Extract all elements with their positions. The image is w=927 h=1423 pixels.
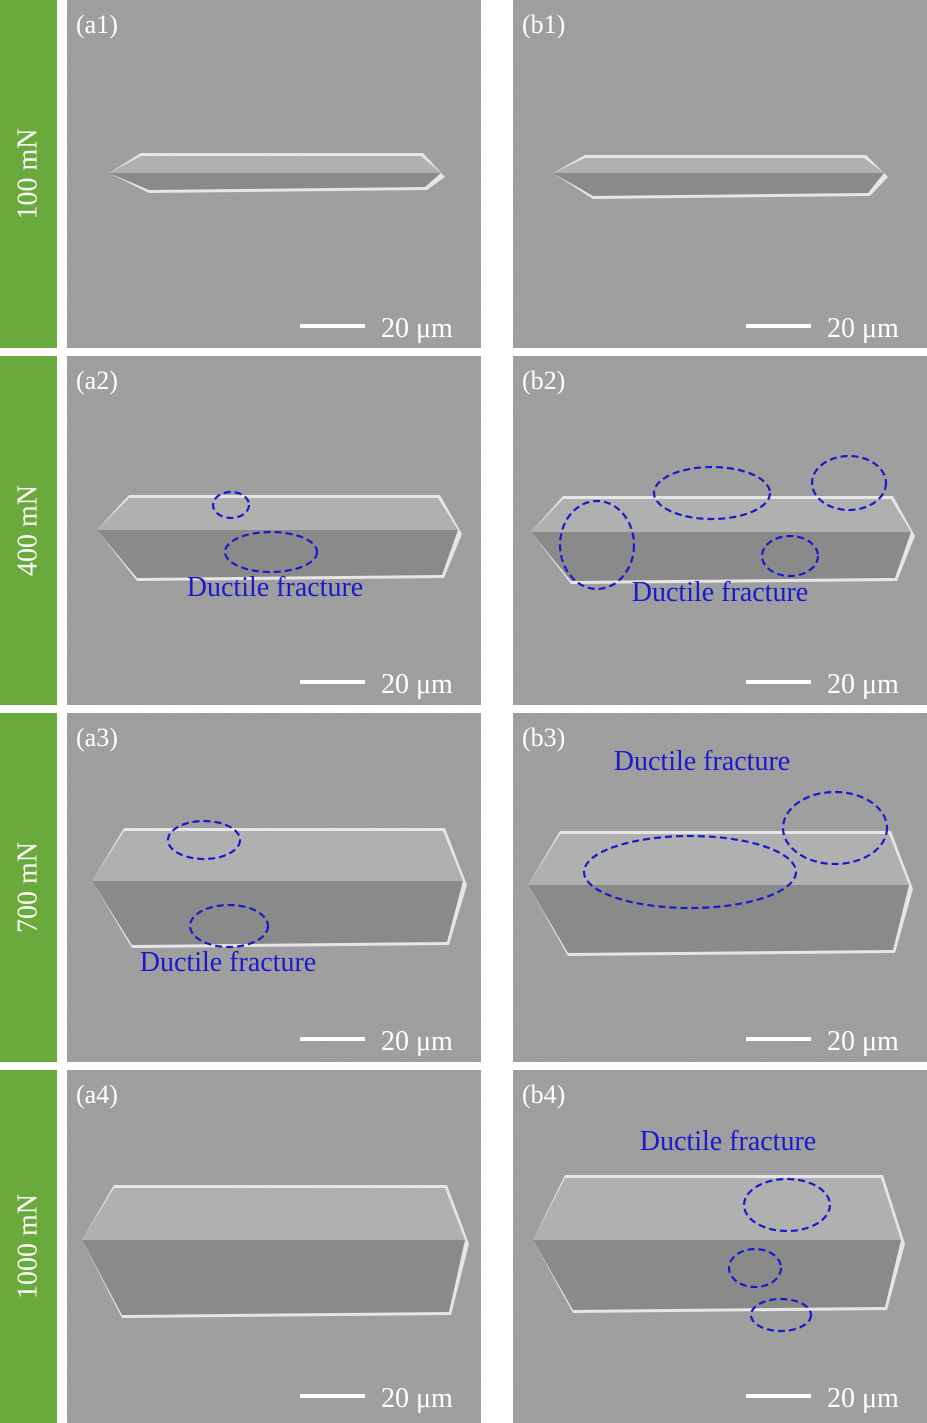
load-label-bg <box>0 0 57 348</box>
dashed-ellipse <box>223 530 319 574</box>
load-label: 1000 mN <box>12 1194 43 1299</box>
scale-label: 20 μm <box>827 1026 899 1057</box>
load-label-bg <box>0 713 57 1062</box>
annotation: Ductile fracture <box>640 1126 816 1157</box>
panel-label: (a4) <box>76 1080 118 1109</box>
scratch-top <box>553 158 884 173</box>
panel-label: (b1) <box>522 10 565 39</box>
annotation: Ductile fracture <box>140 947 316 978</box>
scale-label: 20 μm <box>827 313 899 344</box>
panel-label: (a2) <box>76 366 118 395</box>
sem-panel: (b1) 20 μm <box>513 0 927 348</box>
panel-label: (b2) <box>522 366 565 395</box>
annotation: Ductile fracture <box>187 572 363 603</box>
sem-panel: (a4) 20 μm <box>67 1070 481 1423</box>
scale-label: 20 μm <box>381 1026 453 1057</box>
scratch-top <box>92 831 463 881</box>
panel-label: (b4) <box>522 1080 565 1109</box>
panel-label: (a1) <box>76 10 118 39</box>
scratch-bottom <box>97 530 458 578</box>
scratch-bottom <box>533 1240 901 1310</box>
panel-label: (b3) <box>522 723 565 752</box>
annotation: Ductile fracture <box>632 577 808 608</box>
scratch-top <box>531 499 911 532</box>
dashed-ellipse <box>742 1177 832 1233</box>
dashed-ellipse <box>582 834 798 910</box>
dashed-ellipse <box>760 534 820 578</box>
scratch-top <box>82 1188 465 1240</box>
scratch-bottom <box>531 532 911 581</box>
sem-panel: (a3) 20 μm Ductile fracture <box>67 713 481 1062</box>
sem-panel: (b3) 20 μm Ductile fracture <box>513 713 927 1062</box>
dashed-ellipse <box>558 499 636 591</box>
load-label-bg <box>0 356 57 705</box>
sem-panel: (b2) 20 μm Ductile fracture <box>513 356 927 705</box>
scale-label: 20 μm <box>381 313 453 344</box>
scratch-bottom <box>109 173 441 190</box>
scale-label: 20 μm <box>381 669 453 700</box>
sem-panel: (a1) 20 μm <box>67 0 481 348</box>
dashed-ellipse <box>188 903 270 949</box>
load-label: 100 mN <box>12 129 43 220</box>
dashed-ellipse <box>166 819 242 861</box>
scratch-bottom <box>92 881 463 945</box>
load-label: 700 mN <box>12 842 43 933</box>
dashed-ellipse <box>749 1297 813 1333</box>
scratch-bottom <box>528 885 909 953</box>
annotation: Ductile fracture <box>614 746 790 777</box>
scale-label: 20 μm <box>381 1383 453 1414</box>
panel-label: (a3) <box>76 723 118 752</box>
scratch-bottom <box>82 1240 465 1315</box>
scratch-top <box>533 1178 901 1240</box>
sem-panel: (a2) 20 μm Ductile fracture <box>67 356 481 705</box>
scale-label: 20 μm <box>827 669 899 700</box>
load-label-bg <box>0 1070 57 1423</box>
scratch-top <box>97 498 458 530</box>
scratch-top <box>109 156 441 173</box>
dashed-ellipse <box>211 490 251 520</box>
dashed-ellipse <box>652 465 772 521</box>
scale-label: 20 μm <box>827 1383 899 1414</box>
dashed-ellipse <box>810 454 888 512</box>
dashed-ellipse <box>727 1247 783 1289</box>
dashed-ellipse <box>781 790 889 866</box>
sem-panel: (b4) 20 μm Ductile fracture <box>513 1070 927 1423</box>
scratch-bottom <box>553 173 884 196</box>
load-label: 400 mN <box>12 485 43 576</box>
scratch-top <box>528 834 909 885</box>
